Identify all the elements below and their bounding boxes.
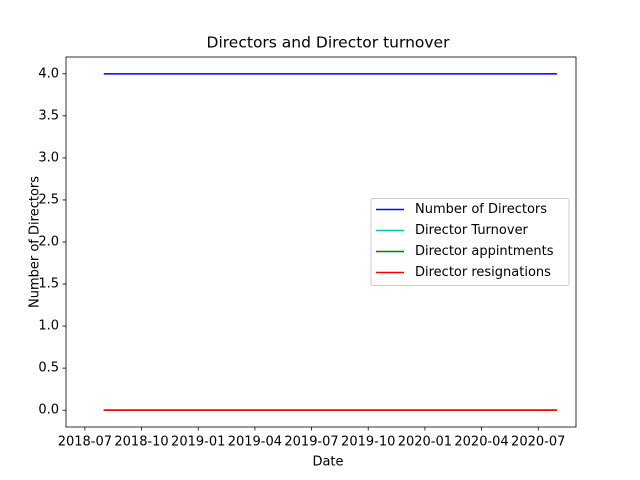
x-tick-label: 2019-01 xyxy=(171,435,225,450)
x-tick-label: 2020-07 xyxy=(511,435,565,450)
x-axis-label: Date xyxy=(312,455,343,470)
y-tick-label: 3.5 xyxy=(38,108,59,123)
legend-label: Director Turnover xyxy=(415,223,529,238)
y-tick-label: 2.5 xyxy=(38,192,59,207)
y-tick-label: 1.5 xyxy=(38,277,59,292)
y-tick-label: 0.0 xyxy=(38,403,59,418)
x-tick-label: 2019-10 xyxy=(341,435,395,450)
y-tick-label: 1.0 xyxy=(38,319,59,334)
x-tick-label: 2020-04 xyxy=(454,435,508,450)
y-tick-label: 4.0 xyxy=(38,66,59,81)
legend-label: Director resignations xyxy=(415,265,551,280)
x-tick-label: 2018-10 xyxy=(114,435,168,450)
x-tick-label: 2018-07 xyxy=(58,435,112,450)
legend-label: Director appintments xyxy=(415,244,554,259)
chart-title: Directors and Director turnover xyxy=(207,34,451,52)
legend-box xyxy=(370,198,570,286)
y-tick-label: 2.0 xyxy=(38,235,59,250)
y-tick-label: 3.0 xyxy=(38,150,59,165)
plot-frame xyxy=(65,56,577,428)
legend-label: Number of Directors xyxy=(415,202,547,217)
x-tick-label: 2019-07 xyxy=(284,435,338,450)
y-axis-label: Number of Directors xyxy=(28,176,43,308)
x-tick-label: 2019-04 xyxy=(228,435,282,450)
x-tick-label: 2020-01 xyxy=(398,435,452,450)
y-tick-label: 0.5 xyxy=(38,361,59,376)
